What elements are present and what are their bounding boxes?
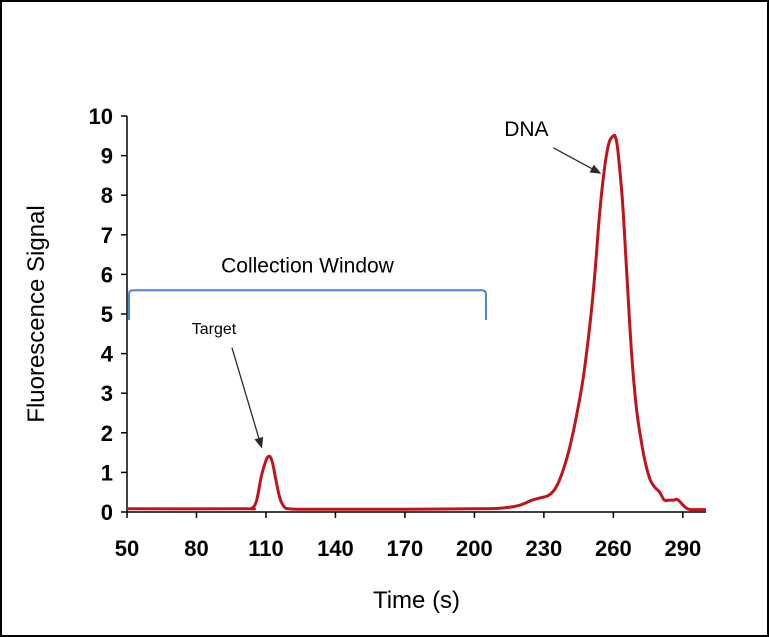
y-tick-label: 3 (101, 381, 113, 406)
x-tick-label: 230 (526, 536, 563, 561)
dna-arrowhead (589, 164, 602, 174)
y-tick-label: 10 (89, 104, 113, 129)
collection-window-label: Collection Window (221, 254, 395, 277)
y-tick-label: 0 (101, 500, 113, 525)
y-tick-label: 8 (101, 183, 113, 208)
y-tick-label: 9 (101, 144, 113, 169)
y-axis-title: Fluorescence Signal (23, 205, 50, 422)
annotation-layer: Collection Window DNA Target (128, 118, 602, 449)
x-tick-label: 50 (115, 536, 139, 561)
x-tick-label: 170 (387, 536, 424, 561)
x-tick-label: 290 (664, 536, 701, 561)
fluorescence-series-line (126, 133, 707, 512)
ticks: 0 1 2 3 4 5 6 7 8 9 10 50 80 110 140 170 200 230 260 290 (89, 104, 702, 561)
y-tick-label: 7 (101, 223, 113, 248)
x-tick-label: 260 (595, 536, 632, 561)
dna-peak-label: DNA (504, 118, 548, 141)
dna-arrow (553, 147, 592, 170)
x-tick-label: 80 (184, 536, 208, 561)
target-peak-label: Target (192, 321, 237, 338)
x-tick-label: 200 (456, 536, 493, 561)
collection-window-bracket (128, 289, 487, 320)
target-arrowhead (254, 436, 264, 449)
x-tick-label: 110 (248, 536, 284, 561)
x-axis-title: Time (s) (373, 587, 460, 614)
y-tick-label: 2 (101, 421, 113, 446)
y-tick-label: 1 (101, 460, 113, 485)
y-tick-label: 6 (101, 262, 113, 287)
series-layer (126, 133, 707, 512)
target-arrow (231, 347, 260, 439)
y-tick-label: 5 (101, 302, 113, 327)
y-tick-label: 4 (101, 342, 114, 367)
x-tick-label: 140 (317, 536, 354, 561)
